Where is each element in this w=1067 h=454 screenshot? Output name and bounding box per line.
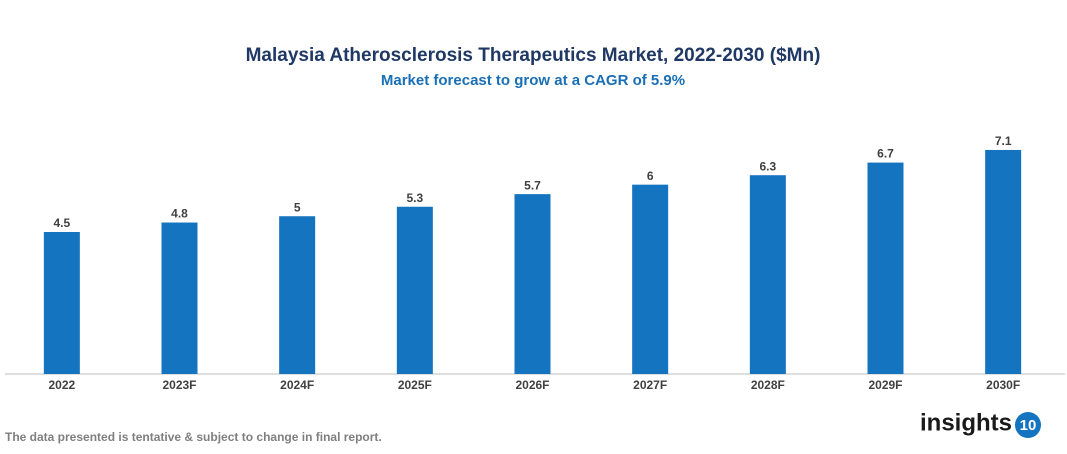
x-tick-label: 2023F xyxy=(162,378,196,392)
bar xyxy=(867,162,904,374)
chart-subtitle: Market forecast to grow at a CAGR of 5.9… xyxy=(381,72,685,89)
data-label: 6 xyxy=(647,169,654,183)
bar xyxy=(749,175,786,374)
data-label: 6.7 xyxy=(877,147,894,161)
x-tick-label: 2026F xyxy=(515,378,549,392)
x-tick-label: 2028F xyxy=(751,378,785,392)
x-tick-label: 2025F xyxy=(398,378,432,392)
logo-badge: 10 xyxy=(1020,417,1037,434)
x-tick-label: 2022 xyxy=(48,378,75,392)
bar xyxy=(43,232,80,374)
logo: insights xyxy=(920,409,1012,436)
bar xyxy=(632,184,669,374)
footnote: The data presented is tentative & subjec… xyxy=(5,430,382,444)
data-label: 5 xyxy=(294,200,301,214)
logo-badge-circle xyxy=(1015,412,1041,438)
x-tick-label: 2024F xyxy=(280,378,314,392)
bar xyxy=(985,149,1022,374)
x-tick-label: 2029F xyxy=(868,378,902,392)
data-label: 6.3 xyxy=(759,159,776,173)
bar xyxy=(514,194,551,374)
data-label: 4.8 xyxy=(171,207,188,221)
data-label: 4.5 xyxy=(53,216,70,230)
x-tick-label: 2027F xyxy=(633,378,667,392)
chart-title: Malaysia Atherosclerosis Therapeutics Ma… xyxy=(246,45,821,66)
data-label: 5.7 xyxy=(524,178,541,192)
data-label: 7.1 xyxy=(995,134,1012,148)
bar xyxy=(161,222,198,374)
bar xyxy=(396,206,433,374)
x-tick-label: 2030F xyxy=(986,378,1020,392)
data-label: 5.3 xyxy=(406,191,423,205)
bar xyxy=(279,216,316,374)
